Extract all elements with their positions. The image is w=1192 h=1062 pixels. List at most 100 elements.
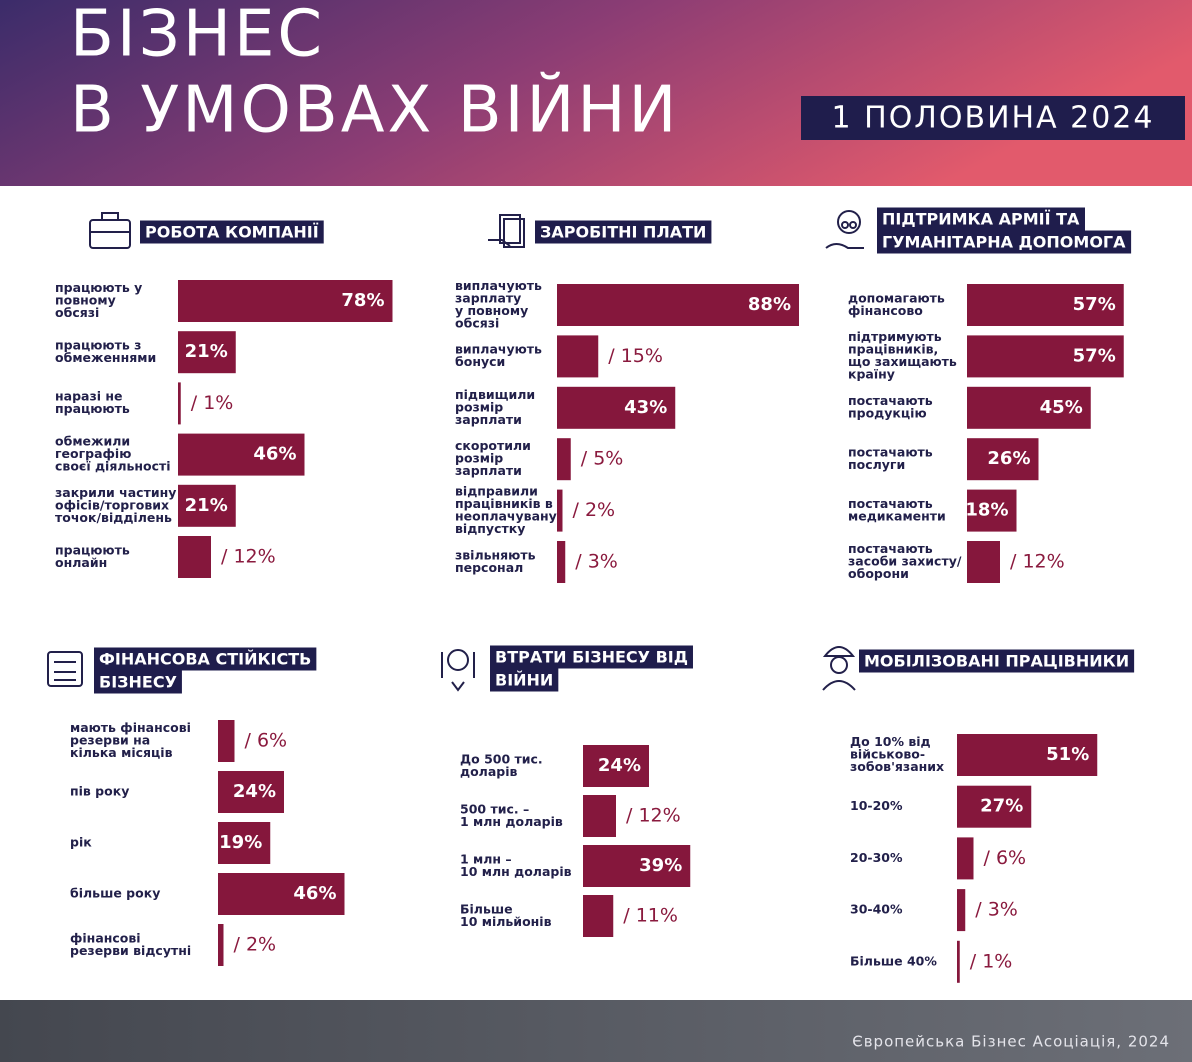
- category-label: розмір: [455, 451, 503, 466]
- category-label: більше року: [70, 886, 160, 901]
- icon-soldier: [822, 646, 856, 691]
- header-band: [0, 0, 1192, 186]
- category-label: підтримують: [848, 329, 942, 344]
- category-label: скоротили: [455, 438, 531, 453]
- bar: [557, 335, 599, 378]
- bar: [967, 335, 1124, 378]
- value-label: / 1%: [191, 392, 234, 414]
- category-label: точок/відділень: [55, 510, 172, 525]
- bar: [583, 745, 649, 787]
- category-label: рік: [70, 835, 92, 850]
- bar: [557, 438, 571, 481]
- category-label: онлайн: [55, 555, 107, 570]
- panel-title-group: РОБОТА КОМПАНІЇ: [140, 220, 324, 244]
- value-label: / 5%: [581, 448, 624, 470]
- bar: [967, 489, 1017, 532]
- category-label: працюють з: [55, 337, 141, 352]
- category-label: що захищають: [848, 354, 957, 369]
- panel-title-box: [94, 647, 317, 671]
- panel-title-box: [140, 220, 324, 244]
- category-label: постачають: [848, 393, 933, 408]
- panel-title-group: БІЗНЕСУ: [94, 670, 182, 694]
- value-label: 51%: [1046, 744, 1089, 765]
- bar: [178, 484, 236, 527]
- category-label: своєї діяльності: [55, 459, 171, 474]
- category-label: 10-20%: [850, 798, 903, 813]
- value-label: / 12%: [1010, 551, 1065, 573]
- panel-title-group: ПІДТРИМКА АРМІЇ ТА: [877, 207, 1085, 231]
- category-label: відправили: [455, 483, 538, 498]
- bar: [967, 284, 1124, 326]
- footer-band: [0, 1000, 1192, 1062]
- panel-title-box: [490, 668, 559, 692]
- value-label: / 11%: [623, 905, 678, 927]
- icon-calculator: [47, 651, 83, 687]
- category-label: 500 тис. –: [460, 801, 529, 816]
- bar: [967, 386, 1091, 429]
- bar: [178, 331, 236, 374]
- category-label: постачають: [848, 496, 933, 511]
- category-label: 1 млн –: [460, 851, 512, 866]
- category-label: бонуси: [455, 354, 505, 369]
- title-line: В УМОВАХ ВІЙНИ: [70, 72, 679, 148]
- category-label: працюють: [55, 401, 130, 416]
- bar: [583, 795, 616, 837]
- bar: [178, 382, 181, 425]
- value-label: 57%: [1073, 294, 1116, 315]
- category-label: офісів/торгових: [55, 497, 169, 512]
- category-label: працівників в: [455, 496, 553, 511]
- category-label: наразі не: [55, 389, 122, 404]
- panel-title: МОБІЛІЗОВАНІ ПРАЦІВНИКИ: [864, 652, 1129, 671]
- value-label: / 6%: [984, 847, 1027, 869]
- value-label: 57%: [1073, 345, 1116, 366]
- value-label: 21%: [185, 495, 228, 516]
- value-label: 46%: [253, 444, 296, 465]
- bar: [178, 280, 393, 322]
- bar: [557, 489, 563, 532]
- value-label: / 3%: [975, 899, 1018, 921]
- panel-title-group: ФІНАНСОВА СТІЙКІСТЬ: [94, 647, 317, 671]
- panel-title-group: ЗАРОБІТНІ ПЛАТИ: [535, 220, 712, 244]
- category-label: До 500 тис.: [460, 751, 543, 766]
- category-label: зобов'язаних: [850, 759, 944, 774]
- category-label: обсязі: [455, 315, 499, 330]
- value-label: / 15%: [608, 345, 663, 367]
- panel-title-group: ВІЙНИ: [490, 668, 559, 692]
- value-label: 46%: [293, 883, 336, 904]
- panel-title-box: [859, 649, 1135, 673]
- bar: [557, 386, 676, 429]
- bar: [218, 771, 284, 813]
- value-label: / 1%: [970, 950, 1013, 972]
- category-label: 10 млн доларів: [460, 864, 572, 879]
- panel-title-box: [490, 645, 693, 669]
- icon-losses: [441, 649, 475, 692]
- value-label: / 2%: [234, 934, 277, 956]
- category-label: До 10% від: [850, 734, 931, 749]
- bar: [557, 284, 799, 326]
- bar: [957, 837, 974, 880]
- panel-title-group: ГУМАНІТАРНА ДОПОМОГА: [877, 230, 1132, 254]
- icon-aid: [825, 210, 864, 249]
- category-label: обмежили: [55, 434, 130, 449]
- panel-title: БІЗНЕСУ: [99, 673, 177, 692]
- category-label: резерви на: [70, 733, 150, 748]
- category-label: зарплати: [455, 463, 522, 478]
- bar: [583, 845, 691, 887]
- category-label: зарплати: [455, 412, 522, 427]
- category-label: підвищили: [455, 387, 535, 402]
- bar: [967, 438, 1039, 481]
- category-label: Більше 40%: [850, 953, 937, 968]
- category-label: виплачують: [455, 278, 542, 293]
- category-label: 1 млн доларів: [460, 814, 563, 829]
- category-label: повному: [55, 293, 116, 308]
- panel-title: РОБОТА КОМПАНІЇ: [145, 223, 319, 242]
- category-label: постачають: [848, 541, 933, 556]
- category-label: пів року: [70, 784, 129, 799]
- category-label: 10 мільйонів: [460, 914, 552, 929]
- category-label: персонал: [455, 560, 523, 575]
- bar: [218, 873, 345, 915]
- icon-money: [488, 214, 525, 248]
- category-label: звільняють: [455, 547, 536, 562]
